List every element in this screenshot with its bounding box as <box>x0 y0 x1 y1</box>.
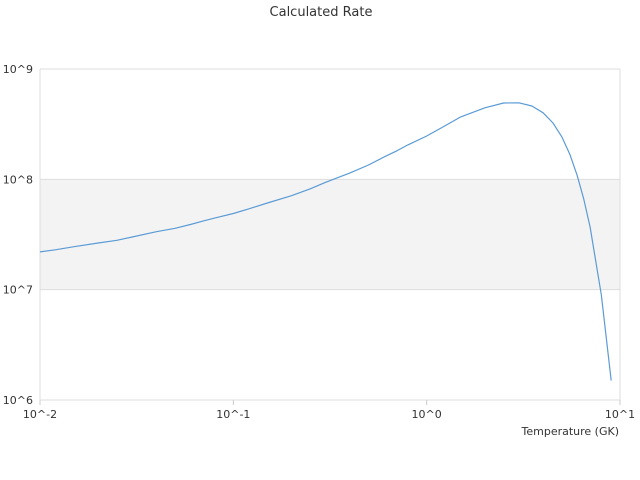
x-tick-label: 10^1 <box>605 408 635 421</box>
x-tick-label: 10^0 <box>412 408 442 421</box>
data-point <box>441 127 442 128</box>
plot-band <box>40 179 620 290</box>
data-point <box>577 175 578 176</box>
data-point <box>601 294 602 295</box>
data-point <box>561 136 562 137</box>
data-point <box>460 116 461 117</box>
data-point <box>542 112 543 113</box>
data-point <box>589 226 590 227</box>
data-point <box>484 107 485 108</box>
chart-title: Calculated Rate <box>270 5 373 20</box>
y-tick-label: 10^7 <box>3 284 33 297</box>
data-point <box>175 228 176 229</box>
data-point <box>518 102 519 103</box>
data-point <box>98 242 99 243</box>
data-point <box>203 220 204 221</box>
data-point <box>426 135 427 136</box>
data-point <box>132 236 133 237</box>
data-point <box>383 157 384 158</box>
grid-lines <box>39 68 621 401</box>
x-tick-label: 10^-2 <box>23 408 57 421</box>
data-point <box>368 164 369 165</box>
y-tick-label: 10^6 <box>3 394 33 407</box>
data-point <box>396 150 397 151</box>
data-point <box>569 154 570 155</box>
plot-bands <box>40 179 620 290</box>
data-point <box>531 105 532 106</box>
data-point <box>55 249 56 250</box>
y-tick-labels: 10^6 10^7 10^8 10^9 <box>3 63 33 407</box>
data-point <box>267 202 268 203</box>
data-point <box>73 246 74 247</box>
data-point <box>116 240 117 241</box>
x-tick-label: 10^-1 <box>216 408 250 421</box>
y-tick-label: 10^8 <box>3 173 33 186</box>
data-point <box>310 188 311 189</box>
data-point <box>325 182 326 183</box>
data-point <box>611 380 612 381</box>
data-point <box>291 195 292 196</box>
data-point <box>248 208 249 209</box>
data-point <box>39 251 40 252</box>
data-point <box>190 224 191 225</box>
data-point <box>503 102 504 103</box>
data-point <box>233 213 234 214</box>
data-point <box>214 218 215 219</box>
series-layer <box>39 102 612 381</box>
x-tick-labels: 10^-2 10^-1 10^0 10^1 <box>23 400 635 421</box>
data-point <box>552 122 553 123</box>
x-axis-title: Temperature (GK) <box>521 425 620 438</box>
rate-series-line <box>39 102 612 381</box>
data-point <box>156 231 157 232</box>
data-point <box>349 172 350 173</box>
y-tick-label: 10^9 <box>3 63 33 76</box>
data-point <box>583 199 584 200</box>
data-point <box>407 144 408 145</box>
